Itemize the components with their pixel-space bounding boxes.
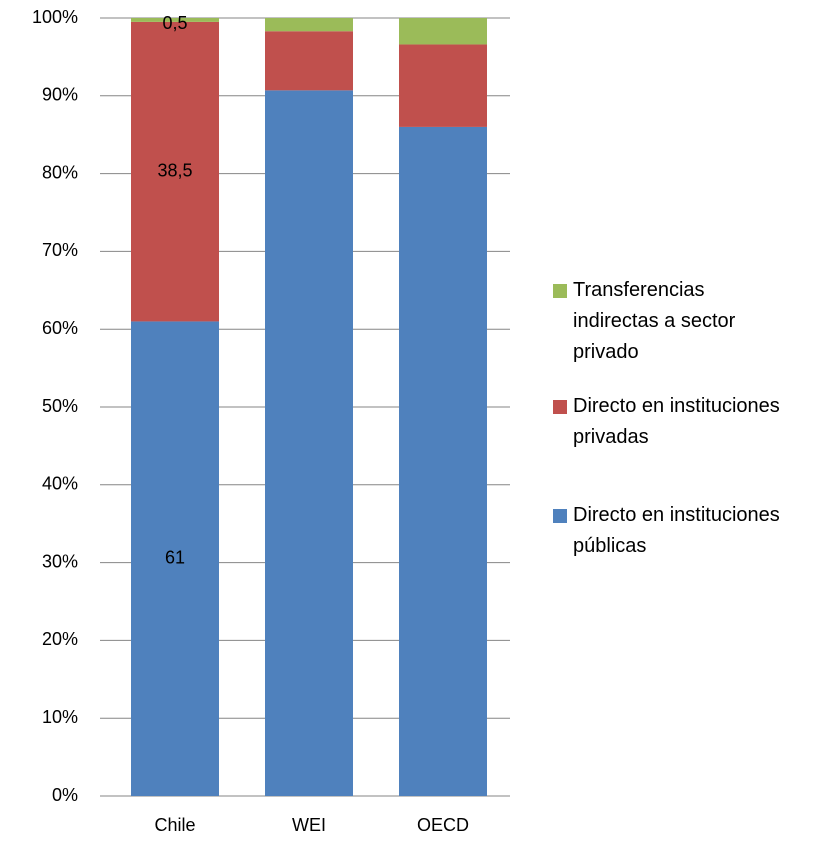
y-tick-label: 20% — [42, 629, 78, 649]
y-tick-label: 40% — [42, 474, 78, 494]
bar-segment — [265, 18, 353, 32]
bar-segment — [399, 44, 487, 127]
data-label: 38,5 — [157, 160, 192, 180]
y-tick-label: 60% — [42, 318, 78, 338]
legend-swatch — [553, 400, 567, 414]
data-label: 0,5 — [162, 13, 187, 33]
legend-label: Directo en instituciones públicas — [573, 504, 780, 557]
legend-entry: Transferencias indirectas a sector priva… — [553, 275, 818, 368]
legend-entry: Directo en instituciones públicas — [553, 500, 818, 562]
legend-swatch — [553, 284, 567, 298]
y-tick-label: 30% — [42, 551, 78, 571]
y-tick-label: 90% — [42, 85, 78, 105]
bar-segment — [399, 126, 487, 797]
bar-segment — [131, 21, 219, 322]
y-tick-label: 10% — [42, 707, 78, 727]
x-tick-label: OECD — [417, 815, 469, 835]
y-tick-label: 100% — [32, 7, 78, 27]
legend-label: Directo en instituciones privadas — [573, 395, 780, 448]
data-label: 61 — [165, 547, 185, 567]
y-tick-label: 0% — [52, 785, 78, 805]
legend-entry: Directo en instituciones privadas — [553, 391, 818, 453]
y-tick-label: 50% — [42, 396, 78, 416]
bar-segment — [131, 18, 219, 22]
x-tick-label: Chile — [154, 815, 195, 835]
bar-segment — [265, 31, 353, 91]
bar-segment — [131, 321, 219, 796]
legend-label: Transferencias indirectas a sector priva… — [573, 279, 736, 363]
y-tick-label: 70% — [42, 240, 78, 260]
legend-swatch — [553, 509, 567, 523]
x-tick-label: WEI — [292, 815, 326, 835]
bar-segment — [265, 90, 353, 796]
bar-segment — [399, 18, 487, 45]
y-tick-label: 80% — [42, 162, 78, 182]
